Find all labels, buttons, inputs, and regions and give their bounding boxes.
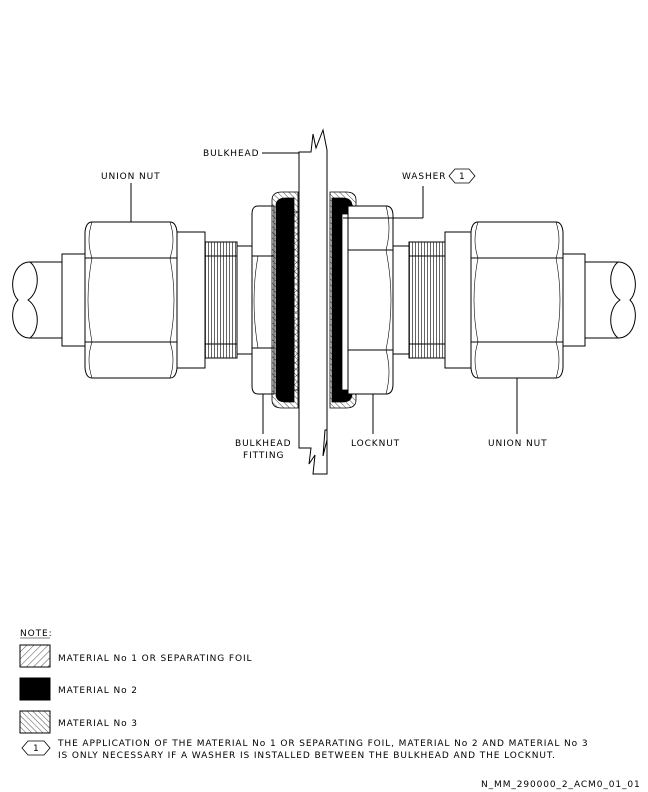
legend-material-1: MATERIAL No 1 OR SEPARATING FOIL: [58, 654, 252, 664]
washer-label: WASHER: [402, 172, 446, 182]
sealant-left: [271, 191, 300, 409]
union-nut-right-label: UNION NUT: [488, 439, 548, 449]
footnote-line-2: IS ONLY NECESSARY IF A WASHER IS INSTALL…: [58, 751, 556, 761]
footnote-line-1: THE APPLICATION OF THE MATERIAL No 1 OR …: [57, 739, 588, 749]
left-union-nut: [61, 221, 206, 379]
right-pipe: [585, 261, 636, 339]
union-nut-left-label: UNION NUT: [101, 172, 161, 182]
washer-ref-number: 1: [459, 172, 466, 182]
left-thread: [204, 241, 254, 359]
note-heading: NOTE:: [20, 629, 53, 639]
legend-swatch-material-2: [19, 677, 51, 701]
left-pipe: [12, 261, 62, 339]
legend-material-3: MATERIAL No 3: [58, 719, 138, 729]
locknut-label: LOCKNUT: [351, 439, 400, 449]
notes-legend: NOTE: MATERIAL No 1 OR SEPARATING FOIL M…: [19, 629, 588, 761]
note-ref-icon: 1: [21, 740, 51, 756]
note-ref-number: 1: [33, 744, 40, 754]
right-union-nut: [470, 221, 586, 379]
leader-lines: [130, 152, 518, 434]
figure-id: N_MM_290000_2_ACM0_01_01: [481, 780, 641, 790]
bulkhead-fitting-label-line2: FITTING: [243, 451, 284, 461]
bulkhead-fitting-hex: [251, 205, 275, 395]
locknut: [347, 205, 394, 395]
legend-swatch-material-1: [19, 644, 51, 668]
bulkhead-plate: [298, 128, 328, 475]
washer: [335, 209, 343, 393]
bulkhead-label: BULKHEAD: [203, 149, 259, 159]
bulkhead-fitting-label-line1: BULKHEAD: [235, 439, 291, 449]
legend-swatch-material-3: [19, 710, 51, 734]
washer-ref-icon: 1: [448, 168, 476, 184]
legend-material-2: MATERIAL No 2: [58, 686, 138, 696]
right-thread: [392, 231, 472, 369]
